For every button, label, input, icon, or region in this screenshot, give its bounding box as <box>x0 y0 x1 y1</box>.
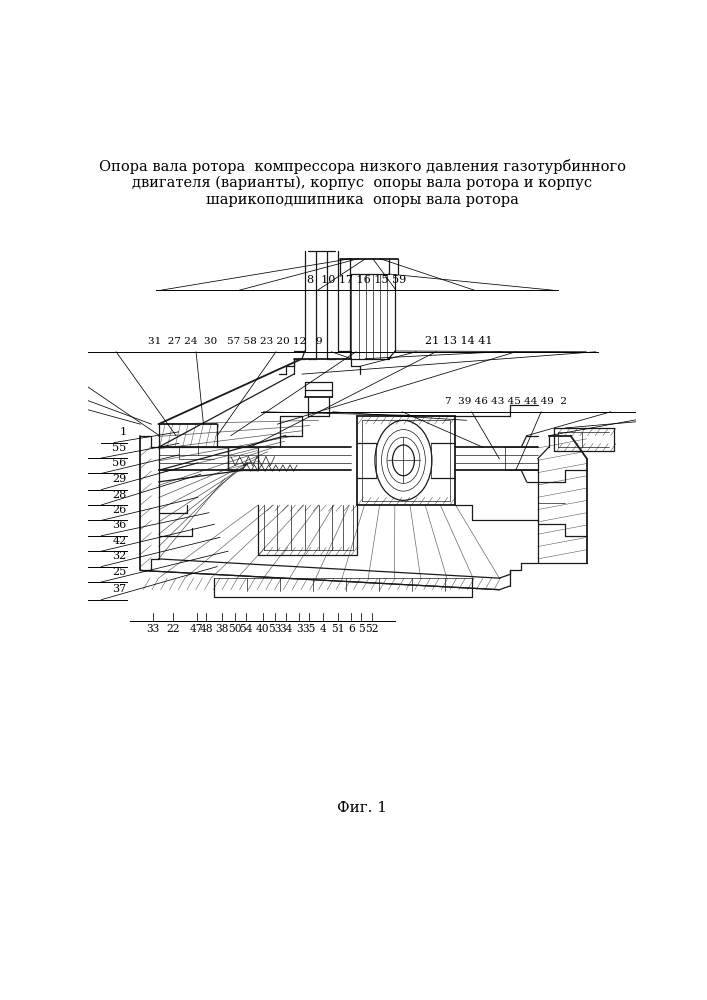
Text: 56: 56 <box>112 458 127 468</box>
Text: 4: 4 <box>320 624 326 634</box>
Text: 48: 48 <box>199 624 213 634</box>
Text: 55: 55 <box>112 443 127 453</box>
Text: 50: 50 <box>228 624 242 634</box>
Text: 31  27 24  30   57 58 23 20 12   9: 31 27 24 30 57 58 23 20 12 9 <box>148 337 322 346</box>
Text: 35: 35 <box>303 624 316 634</box>
Text: 53: 53 <box>268 624 281 634</box>
Text: 1: 1 <box>119 427 127 437</box>
Text: 21 13 14 41: 21 13 14 41 <box>425 336 493 346</box>
Text: 8  10 17 16 15 59: 8 10 17 16 15 59 <box>308 275 407 285</box>
Text: 36: 36 <box>112 520 127 530</box>
Text: 28: 28 <box>112 490 127 500</box>
Text: Фиг. 1: Фиг. 1 <box>337 801 387 815</box>
Text: 54: 54 <box>240 624 253 634</box>
Text: 37: 37 <box>112 584 127 594</box>
Text: Опора вала ротора  компрессора низкого давления газотурбинного: Опора вала ротора компрессора низкого да… <box>99 159 626 174</box>
Text: 42: 42 <box>112 536 127 546</box>
Text: 25: 25 <box>112 567 127 577</box>
Text: 29: 29 <box>112 474 127 484</box>
Text: 7  39 46 43 45 44 49  2: 7 39 46 43 45 44 49 2 <box>445 397 568 406</box>
Text: 3: 3 <box>296 624 303 634</box>
Text: 40: 40 <box>256 624 269 634</box>
Text: 38: 38 <box>215 624 228 634</box>
Text: 32: 32 <box>112 551 127 561</box>
Text: 51: 51 <box>332 624 345 634</box>
Text: 22: 22 <box>167 624 180 634</box>
Text: 52: 52 <box>366 624 379 634</box>
Text: двигателя (варианты), корпус  опоры вала ротора и корпус: двигателя (варианты), корпус опоры вала … <box>132 176 592 190</box>
Text: 6: 6 <box>348 624 355 634</box>
Text: 5: 5 <box>358 624 365 634</box>
Text: 33: 33 <box>146 624 160 634</box>
Text: 47: 47 <box>190 624 204 634</box>
Text: шарикоподшипника  опоры вала ротора: шарикоподшипника опоры вала ротора <box>206 193 519 207</box>
Text: 26: 26 <box>112 505 127 515</box>
Text: 34: 34 <box>279 624 292 634</box>
